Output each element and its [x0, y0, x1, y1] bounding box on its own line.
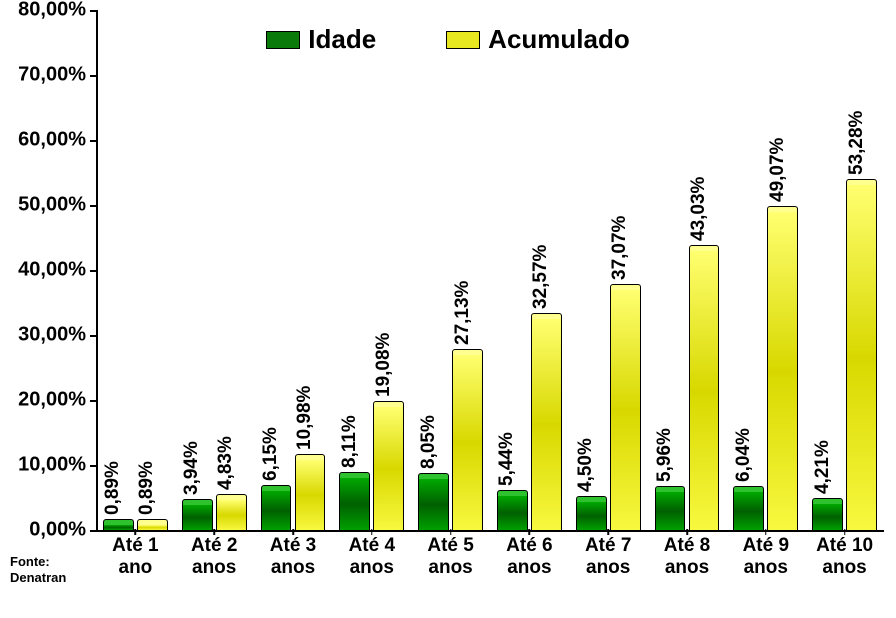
bar-cap — [339, 472, 370, 478]
bar-value-label: 4,21% — [812, 440, 834, 494]
x-tick-label: Até 3 anos — [270, 535, 316, 579]
y-tick-mark — [90, 75, 96, 77]
bar-idade: 8,05% — [418, 478, 449, 530]
bar-cap — [689, 245, 720, 251]
bar-value-label: 43,03% — [688, 177, 710, 241]
bar-idade: 5,44% — [497, 495, 528, 530]
bar-idade: 8,11% — [339, 477, 370, 530]
bar-value-label: 6,15% — [260, 427, 282, 481]
x-axis-line — [96, 530, 884, 532]
x-tick-label: Até 8 anos — [664, 535, 710, 579]
bar-value-label: 37,07% — [609, 216, 631, 280]
bar-cap — [610, 284, 641, 290]
y-tick-label: 50,00% — [18, 194, 86, 217]
bar-acumulado: 43,03% — [689, 250, 720, 530]
bar-cap — [531, 313, 562, 319]
y-tick-label: 70,00% — [18, 64, 86, 87]
y-tick-label: 20,00% — [18, 389, 86, 412]
x-tick-label: Até 2 anos — [191, 535, 237, 579]
x-tick-label: Até 7 anos — [585, 535, 631, 579]
bar-cap — [733, 486, 764, 492]
y-tick-label: 10,00% — [18, 454, 86, 477]
x-tick-label: Até 9 anos — [743, 535, 789, 579]
y-tick-label: 80,00% — [18, 0, 86, 22]
y-tick-label: 60,00% — [18, 129, 86, 152]
bar-idade: 4,50% — [576, 501, 607, 530]
y-tick-label: 30,00% — [18, 324, 86, 347]
bar-acumulado: 32,57% — [531, 318, 562, 530]
bar-value-label: 3,94% — [181, 442, 203, 496]
bar-acumulado: 4,83% — [216, 499, 247, 530]
bar-acumulado: 19,08% — [373, 406, 404, 530]
bar-value-label: 6,04% — [733, 428, 755, 482]
bar-cap — [497, 490, 528, 496]
bar-cap — [216, 494, 247, 500]
bar-cap — [812, 498, 843, 504]
y-tick-mark — [90, 335, 96, 337]
bar-cap — [846, 179, 877, 185]
bar-value-label: 5,96% — [654, 428, 676, 482]
y-tick-mark — [90, 10, 96, 12]
bar-cap — [576, 496, 607, 502]
x-tick-label: Até 10 anos — [816, 535, 873, 579]
y-tick-mark — [90, 205, 96, 207]
bar-value-label: 49,07% — [767, 138, 789, 202]
bar-cap — [418, 473, 449, 479]
bar-idade: 6,15% — [261, 490, 292, 530]
y-tick-mark — [90, 465, 96, 467]
bar-value-label: 19,08% — [373, 333, 395, 397]
x-axis: Até 1 ano Até 2 anos Até 3 anos Até 4 anos A… — [96, 535, 884, 595]
bar-idade: 5,96% — [655, 491, 686, 530]
source-label: Fonte: Denatran — [10, 554, 66, 585]
bar-cap — [137, 519, 168, 525]
bar-idade: 6,04% — [733, 491, 764, 530]
bar-value-label: 0,89% — [102, 461, 124, 515]
bar-value-label: 0,89% — [136, 461, 158, 515]
bar-value-label: 8,11% — [339, 415, 361, 468]
bar-value-label: 53,28% — [846, 110, 868, 174]
bar-cap — [182, 499, 213, 505]
bar-value-label: 32,57% — [530, 245, 552, 309]
bar-cap — [452, 349, 483, 355]
bar-idade: 4,21% — [812, 503, 843, 530]
bar-cap — [767, 206, 798, 212]
bar-acumulado: 37,07% — [610, 289, 641, 530]
bar-acumulado: 49,07% — [767, 211, 798, 530]
bar-acumulado: 27,13% — [452, 354, 483, 530]
bar-value-label: 4,83% — [215, 436, 237, 490]
x-tick-label: Até 6 anos — [506, 535, 552, 579]
bar-cap — [261, 485, 292, 491]
bar-idade: 3,94% — [182, 504, 213, 530]
bar-cap — [373, 401, 404, 407]
y-tick-mark — [90, 400, 96, 402]
bar-value-label: 5,44% — [496, 432, 518, 486]
plot-area: 0,89%0,89%3,94%4,83%6,15%10,98%8,11%19,0… — [96, 10, 884, 530]
y-axis: 0,00%10,00%20,00%30,00%40,00%50,00%60,00… — [0, 10, 92, 530]
x-tick-label: Até 5 anos — [427, 535, 473, 579]
bar-value-label: 27,13% — [452, 280, 474, 344]
bars-container: 0,89%0,89%3,94%4,83%6,15%10,98%8,11%19,0… — [96, 10, 884, 530]
bar-cap — [655, 486, 686, 492]
bar-cap — [103, 519, 134, 525]
x-tick-label: Até 4 anos — [349, 535, 395, 579]
y-tick-mark — [90, 140, 96, 142]
bar-value-label: 8,05% — [418, 415, 440, 469]
bar-acumulado: 53,28% — [846, 184, 877, 530]
y-tick-label: 40,00% — [18, 259, 86, 282]
y-tick-label: 0,00% — [29, 519, 86, 542]
x-tick-label: Até 1 ano — [112, 535, 158, 579]
bar-acumulado: 10,98% — [295, 459, 326, 530]
bar-value-label: 4,50% — [575, 438, 597, 492]
bar-value-label: 10,98% — [294, 385, 316, 449]
bar-cap — [295, 454, 326, 460]
y-tick-mark — [90, 270, 96, 272]
